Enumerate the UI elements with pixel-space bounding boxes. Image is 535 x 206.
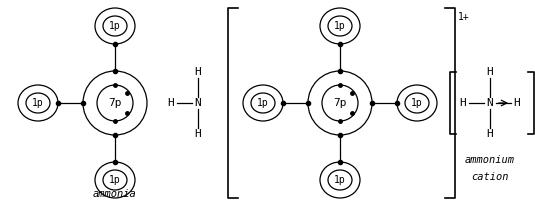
Text: H: H: [167, 98, 174, 108]
Text: 1p: 1p: [109, 21, 121, 31]
Text: 1p: 1p: [257, 98, 269, 108]
Text: H: H: [195, 129, 201, 139]
Text: 1p: 1p: [334, 175, 346, 185]
Text: H: H: [460, 98, 467, 108]
Text: cation: cation: [471, 172, 509, 182]
Text: 1p: 1p: [109, 175, 121, 185]
Text: 1p: 1p: [334, 21, 346, 31]
Text: 1p: 1p: [411, 98, 423, 108]
Text: 1p: 1p: [32, 98, 44, 108]
Text: H: H: [514, 98, 521, 108]
Text: H: H: [487, 129, 493, 139]
Text: H: H: [195, 67, 201, 77]
Text: N: N: [195, 98, 201, 108]
Text: 1+: 1+: [458, 12, 470, 22]
Text: 7p: 7p: [333, 98, 347, 108]
Text: ammonia: ammonia: [93, 189, 137, 199]
Text: 7p: 7p: [108, 98, 122, 108]
Text: H: H: [487, 67, 493, 77]
Text: N: N: [487, 98, 493, 108]
Text: ammonium: ammonium: [465, 155, 515, 165]
